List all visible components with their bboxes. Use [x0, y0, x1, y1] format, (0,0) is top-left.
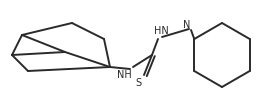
Text: S: S — [135, 78, 141, 88]
Text: HN: HN — [154, 26, 168, 36]
Text: NH: NH — [117, 70, 131, 80]
Text: N: N — [183, 20, 191, 30]
